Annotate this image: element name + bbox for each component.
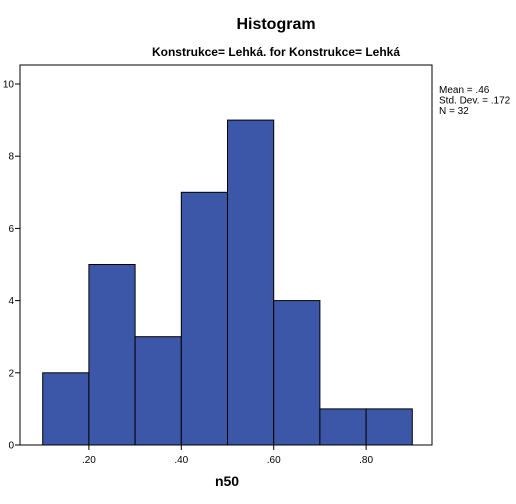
histogram-bar-5 — [227, 119, 275, 446]
y-tick-label-1: 2 — [8, 368, 14, 379]
y-tick-label-3: 6 — [8, 224, 14, 235]
histogram-bar-7 — [319, 408, 367, 446]
stats-line-2: Std. Dev. = .172 — [439, 96, 511, 107]
y-tick-label-2: 4 — [8, 296, 14, 307]
x-tick-label-1: .40 — [174, 455, 188, 466]
bars-layer — [42, 119, 413, 446]
histogram-bar-2 — [88, 264, 136, 446]
histogram-bar-4 — [180, 191, 229, 446]
histogram-bar-6 — [273, 300, 321, 446]
y-tick-label-4: 8 — [8, 152, 14, 163]
x-tick-label-3: .80 — [359, 455, 373, 466]
x-tick-label-0: .20 — [82, 455, 96, 466]
stats-line-3: N = 32 — [439, 106, 469, 117]
stats-line-1: Mean = .46 — [439, 85, 490, 96]
y-tick-label-5: 10 — [3, 80, 15, 91]
x-tick-label-2: .60 — [267, 455, 281, 466]
chart-subtitle: Konstrukce= Lehká. for Konstrukce= Lehká — [152, 45, 400, 59]
histogram-bar-1 — [42, 372, 90, 446]
axes-layer: 0 2 4 6 8 10 .20 .40 .60 .80 — [3, 80, 374, 467]
y-tick-label-0: 0 — [8, 441, 14, 452]
histogram-bar-8 — [365, 408, 413, 446]
x-axis-label: n50 — [215, 473, 239, 489]
histogram-bar-3 — [134, 336, 182, 446]
chart-title: Histogram — [236, 16, 315, 33]
